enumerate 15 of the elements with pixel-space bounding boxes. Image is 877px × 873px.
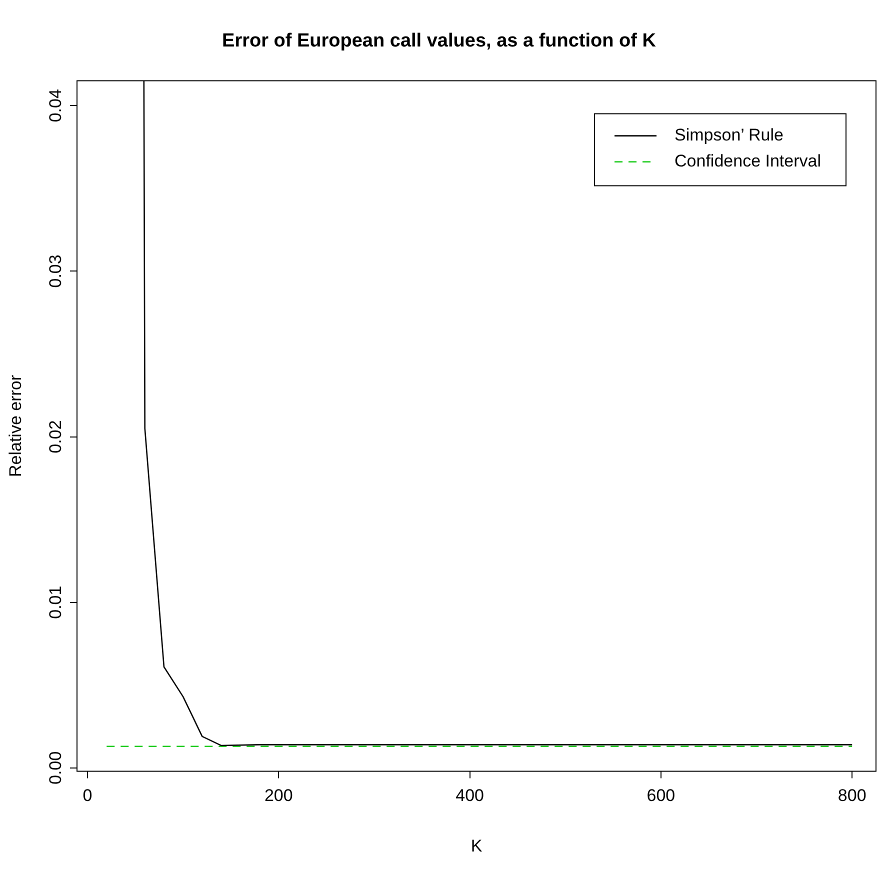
x-tick-label: 800 bbox=[838, 786, 866, 806]
y-tick-label: 0.00 bbox=[46, 751, 66, 784]
legend-label: Confidence Interval bbox=[674, 151, 822, 170]
y-tick-label: 0.04 bbox=[46, 89, 66, 122]
x-tick-label: 0 bbox=[82, 786, 92, 806]
x-tick-label: 600 bbox=[646, 786, 676, 806]
y-axis-title: Relative error bbox=[6, 374, 25, 478]
y-tick-label: 0.02 bbox=[46, 420, 66, 454]
legend-label: Simpson’ Rule bbox=[674, 125, 784, 144]
y-tick-label: 0.01 bbox=[46, 586, 66, 619]
x-tick-label: 400 bbox=[456, 786, 484, 806]
x-axis-title: K bbox=[470, 836, 483, 856]
y-tick-label: 0.03 bbox=[46, 254, 66, 288]
x-tick-label: 200 bbox=[264, 786, 293, 806]
chart-title: Error of European call values, as a function of K bbox=[222, 30, 656, 52]
